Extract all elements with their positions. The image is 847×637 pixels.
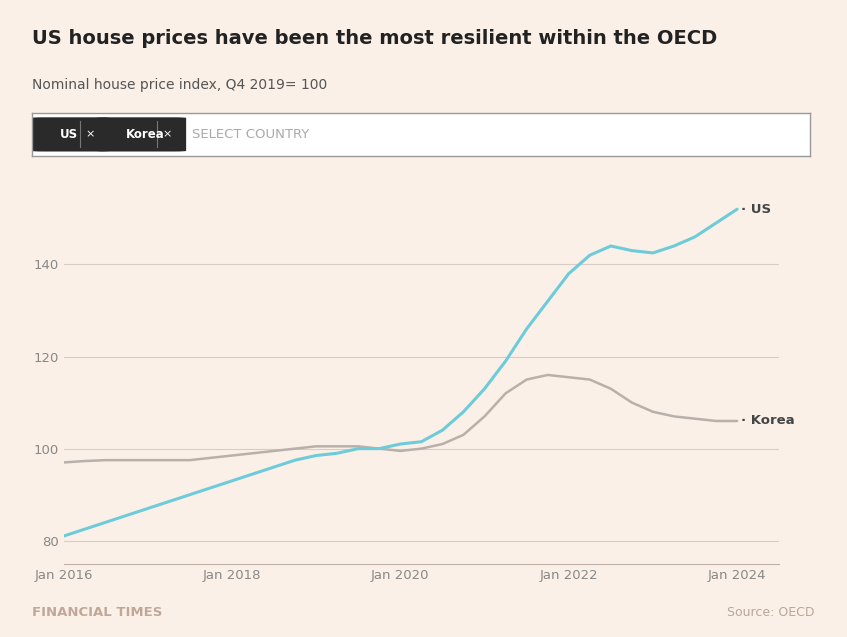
Text: SELECT COUNTRY: SELECT COUNTRY: [191, 128, 309, 141]
Text: Korea: Korea: [125, 128, 164, 141]
Text: Nominal house price index, Q4 2019= 100: Nominal house price index, Q4 2019= 100: [32, 78, 328, 92]
Text: · US: · US: [741, 203, 772, 216]
Text: US house prices have been the most resilient within the OECD: US house prices have been the most resil…: [32, 29, 717, 48]
Text: US: US: [60, 128, 78, 141]
FancyBboxPatch shape: [97, 117, 186, 152]
Text: FINANCIAL TIMES: FINANCIAL TIMES: [32, 606, 163, 619]
FancyBboxPatch shape: [31, 117, 109, 152]
Text: · Korea: · Korea: [741, 415, 795, 427]
Text: ×: ×: [85, 129, 94, 140]
Text: Source: OECD: Source: OECD: [728, 606, 815, 619]
Text: ×: ×: [162, 129, 171, 140]
